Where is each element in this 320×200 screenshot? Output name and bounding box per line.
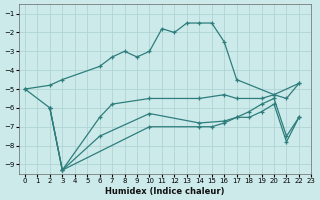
X-axis label: Humidex (Indice chaleur): Humidex (Indice chaleur) [105, 187, 225, 196]
